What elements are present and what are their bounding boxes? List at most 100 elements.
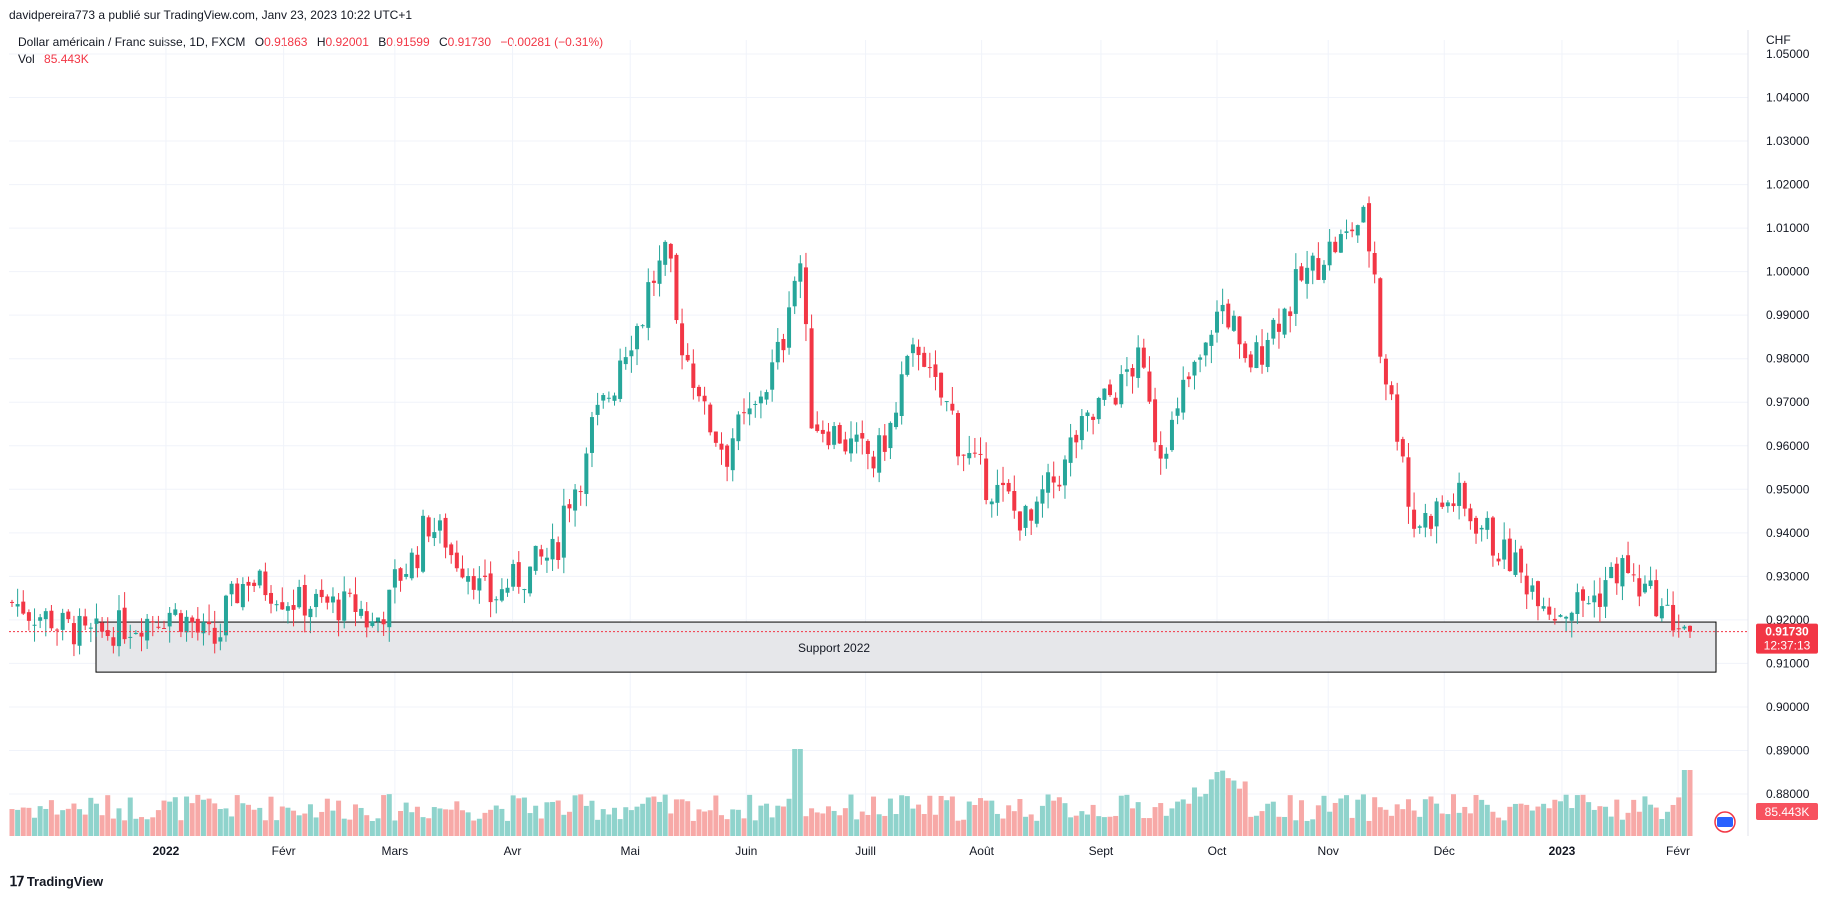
candle-body xyxy=(246,581,251,586)
candle-body xyxy=(1609,566,1614,579)
volume-bar xyxy=(589,800,595,836)
candle-body xyxy=(1575,592,1580,614)
candle-body xyxy=(702,395,707,402)
candle-body xyxy=(477,578,482,591)
candle-body xyxy=(1321,264,1326,280)
volume-bar xyxy=(403,802,409,836)
volume-bar xyxy=(93,803,99,836)
volume-bar xyxy=(837,815,843,836)
candle-body xyxy=(1372,253,1377,275)
candle-body xyxy=(376,617,381,622)
candle-body xyxy=(1547,606,1552,615)
candle-body xyxy=(1040,489,1045,504)
volume-bar xyxy=(1135,802,1141,836)
volume-bar xyxy=(1332,802,1338,836)
volume-bar xyxy=(454,801,460,836)
volume-bar xyxy=(1462,806,1468,836)
support-zone-label: Support 2022 xyxy=(798,641,870,655)
candle-body xyxy=(314,593,319,608)
candle-body xyxy=(550,538,555,560)
volume-bar xyxy=(99,815,105,836)
volume-bar xyxy=(1124,794,1130,836)
candle-body xyxy=(133,633,138,635)
candle-body xyxy=(1485,517,1490,530)
candle-body xyxy=(223,595,228,636)
volume-bar xyxy=(381,795,387,836)
volume-bar xyxy=(904,796,910,836)
candle-body xyxy=(426,517,431,537)
volume-bar xyxy=(1479,799,1485,836)
volume-bar xyxy=(1377,807,1383,836)
volume-bar xyxy=(972,804,978,836)
volume-bar xyxy=(1298,800,1304,836)
volume-bar xyxy=(792,749,798,836)
volume-bar xyxy=(944,800,950,836)
volume-bar xyxy=(1670,804,1676,836)
candle-body xyxy=(922,352,927,367)
candle-body xyxy=(49,610,54,629)
volume-bar xyxy=(364,815,370,836)
volume-bar xyxy=(775,805,781,836)
candle-body xyxy=(432,532,437,539)
volume-bar xyxy=(1096,816,1102,836)
candle-body xyxy=(730,438,735,471)
candle-body xyxy=(1417,526,1422,528)
candle-body xyxy=(1209,334,1214,346)
countdown-text: 12:37:13 xyxy=(1764,639,1811,653)
volume-bar xyxy=(578,794,584,836)
candle-body xyxy=(1333,241,1338,253)
candle-body xyxy=(865,440,870,454)
candle-body xyxy=(1524,575,1529,595)
candle-body xyxy=(1620,558,1625,587)
candle-body xyxy=(1136,347,1141,378)
volume-bar xyxy=(1006,805,1012,836)
candle-body xyxy=(984,458,989,501)
volume-bar xyxy=(1011,811,1017,836)
volume-bar xyxy=(662,794,668,836)
y-tick-label: 0.95000 xyxy=(1766,482,1810,496)
volume-bar xyxy=(1034,820,1040,836)
volume-legend: Vol 85.443K xyxy=(18,52,89,66)
candle-body xyxy=(803,267,808,325)
candle-body xyxy=(466,576,471,582)
candle-body xyxy=(933,364,938,377)
candle-body xyxy=(77,615,82,646)
candle-body xyxy=(55,629,60,631)
volume-bar xyxy=(1541,803,1547,836)
candle-body xyxy=(691,363,696,388)
volume-bar xyxy=(1270,801,1276,836)
y-tick-label: 1.02000 xyxy=(1766,178,1810,192)
volume-bar xyxy=(612,807,618,836)
volume-bar xyxy=(566,811,572,836)
volume-bar xyxy=(1293,820,1299,836)
candle-body xyxy=(1293,269,1298,314)
volume-bar xyxy=(893,814,899,836)
candle-body xyxy=(381,619,386,625)
candle-body xyxy=(1479,527,1484,530)
volume-bar xyxy=(1631,799,1637,836)
candle-body xyxy=(1474,517,1479,534)
y-tick-label: 0.97000 xyxy=(1766,395,1810,409)
volume-bar xyxy=(741,818,747,836)
candle-body xyxy=(601,395,606,401)
volume-bar xyxy=(347,819,353,836)
volume-bar xyxy=(583,805,589,836)
volume-bar xyxy=(88,797,94,836)
tradingview-logo[interactable]: 𝟣𝟩 TradingView xyxy=(9,873,103,890)
volume-bar xyxy=(1248,816,1254,836)
candle-body xyxy=(1558,615,1563,617)
candle-body xyxy=(421,515,426,572)
volume-bar xyxy=(262,820,268,836)
candle-body xyxy=(854,434,859,442)
open-value: 0.91863 xyxy=(264,35,308,49)
volume-bar xyxy=(291,810,297,836)
volume-bar xyxy=(876,814,882,836)
candle-body xyxy=(1654,580,1659,617)
candle-body xyxy=(725,445,730,467)
volume-bar xyxy=(234,795,240,836)
candle-body xyxy=(1276,323,1281,332)
candle-body xyxy=(899,374,904,416)
candle-body xyxy=(409,552,414,579)
candle-body xyxy=(955,413,960,457)
